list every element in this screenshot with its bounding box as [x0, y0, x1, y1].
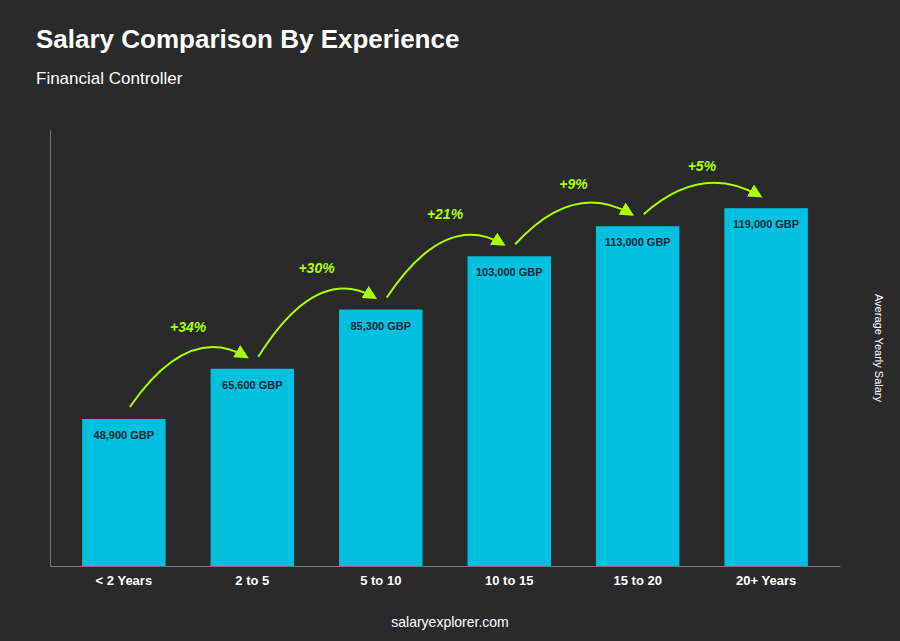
plot: 48,900 GBP 65,600 GBP 85,300 GBP 103,000 GB…: [51, 131, 841, 589]
x-tick: < 2 Years: [96, 566, 153, 588]
data-label: 113,000 GBP: [605, 236, 671, 248]
x-tick-label: 20+ Years: [736, 573, 796, 588]
growth-arrow: [258, 288, 374, 356]
bar: [339, 310, 422, 566]
annotation: +21%: [427, 206, 464, 222]
x-axis-line: [51, 566, 841, 567]
x-tick: 2 to 5: [235, 566, 269, 588]
x-tick: 20+ Years: [736, 566, 796, 588]
data-labels: 48,900 GBP 65,600 GBP 85,300 GBP 103,000 GB…: [94, 218, 800, 441]
annotations: +34% +30% +21% +9% +5%: [130, 158, 760, 407]
annotation: +5%: [688, 158, 717, 174]
bar: [467, 256, 550, 566]
x-tick: 5 to 10: [360, 566, 401, 588]
y-axis: [50, 131, 51, 567]
bar: [724, 208, 807, 566]
annotation: +9%: [559, 176, 588, 192]
annotation: +30%: [298, 260, 335, 276]
x-tick-label: 2 to 5: [235, 573, 269, 588]
x-tick-label: 5 to 10: [360, 573, 401, 588]
x-axis: < 2 Years 2 to 5 5 to 10 10 to 15 15 to 20 20…: [51, 566, 841, 588]
bars: [82, 208, 808, 566]
y-axis-title: Average Yearly Salary: [873, 294, 885, 403]
bar: [211, 369, 294, 566]
data-label: 103,000 GBP: [476, 266, 543, 278]
growth-arrow: [130, 347, 246, 407]
background: [0, 0, 900, 641]
x-tick: 15 to 20: [613, 566, 661, 588]
annotation: +34%: [170, 319, 207, 335]
x-tick: 10 to 15: [485, 566, 533, 588]
subtitle: Financial Controller: [36, 69, 183, 88]
footer: salaryexplorer.com: [391, 614, 509, 630]
title: Salary Comparison By Experience: [36, 24, 459, 54]
bar: [596, 226, 679, 566]
data-label: 48,900 GBP: [94, 429, 155, 441]
growth-arrow: [644, 183, 760, 214]
x-tick-label: < 2 Years: [96, 573, 153, 588]
data-label: 119,000 GBP: [733, 218, 799, 230]
chart: Salary Comparison By Experience Financial…: [0, 0, 900, 641]
growth-arrow: [387, 235, 503, 298]
data-label: 85,300 GBP: [350, 320, 411, 332]
bar: [82, 419, 165, 566]
x-tick-label: 15 to 20: [613, 573, 661, 588]
y-axis-line: [50, 131, 51, 567]
x-tick-label: 10 to 15: [485, 573, 533, 588]
data-label: 65,600 GBP: [222, 379, 283, 391]
growth-arrow: [515, 202, 631, 244]
